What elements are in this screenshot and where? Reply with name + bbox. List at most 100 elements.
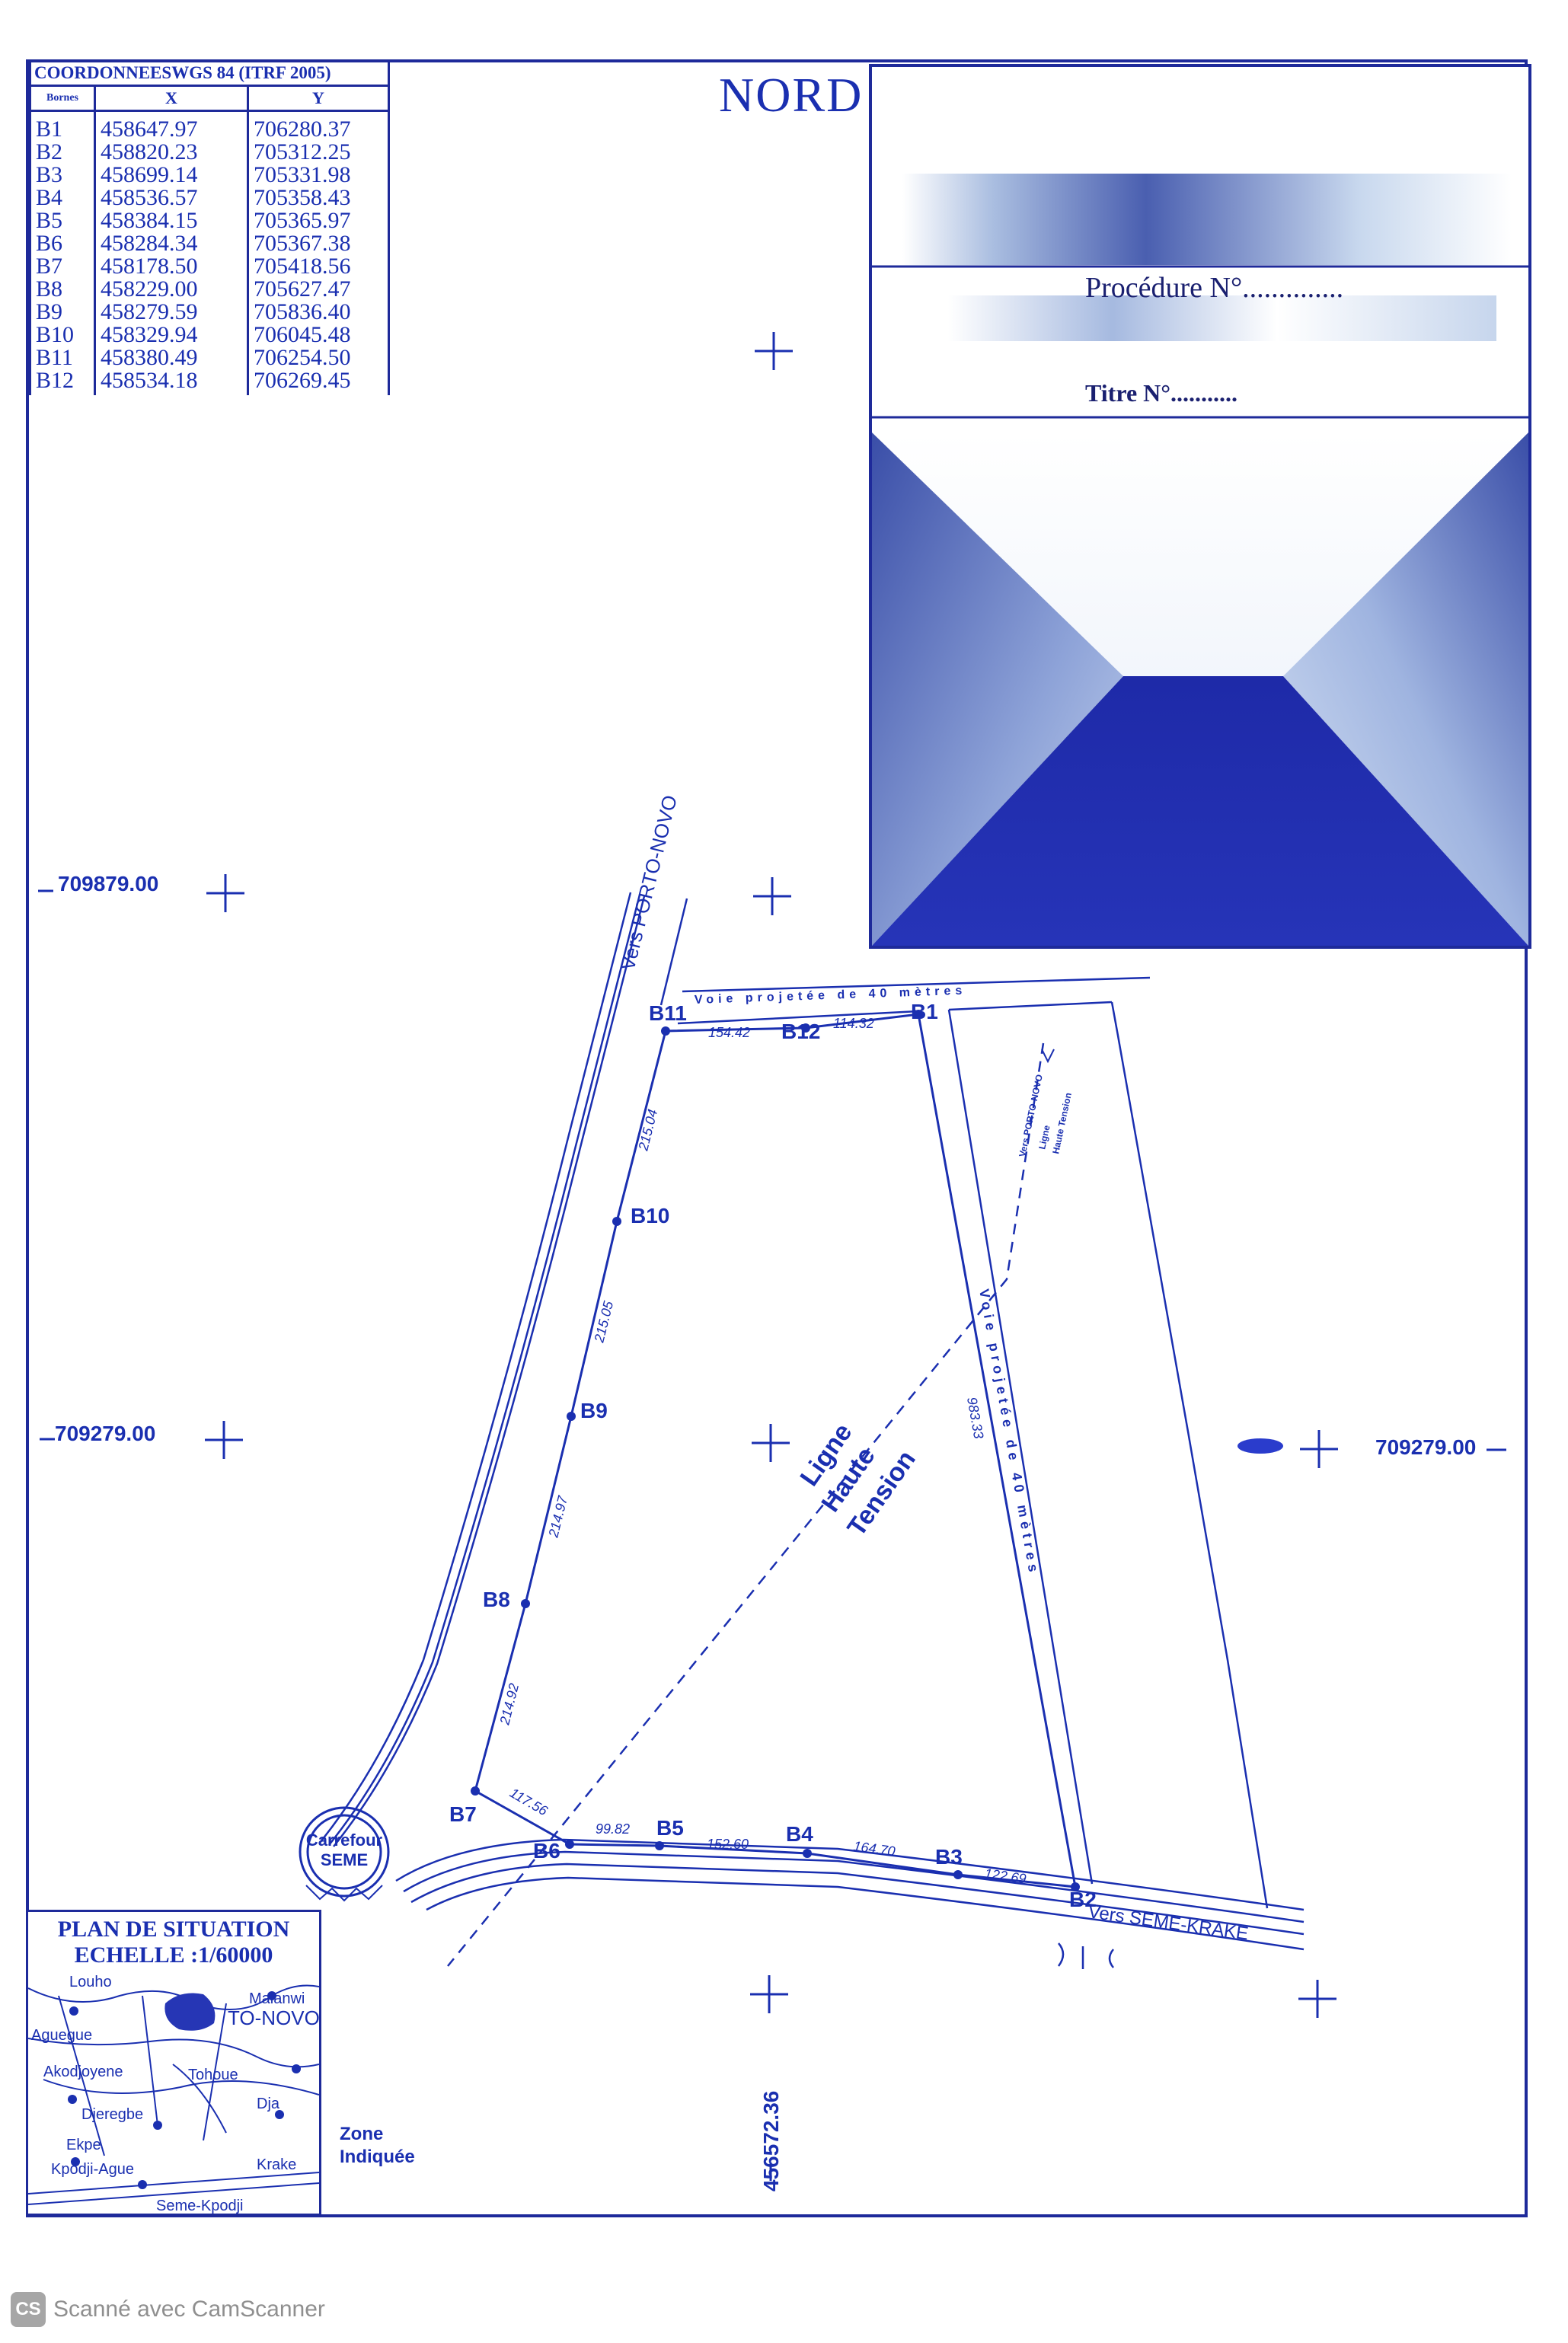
zone-label-line: Zone xyxy=(340,2124,384,2144)
watermark-text: Scanné avec CamScanner xyxy=(53,2297,325,2322)
y-cell: 705358.43 xyxy=(247,187,390,209)
lagoon-shape xyxy=(164,1993,216,2031)
y-cell: 705331.98 xyxy=(247,164,390,187)
x-cell: 458380.49 xyxy=(94,346,249,369)
place-label: Aguegue xyxy=(31,2027,92,2044)
place-label: Dja xyxy=(257,2096,280,2112)
grid-cross xyxy=(753,877,791,915)
y-cell: 705367.38 xyxy=(247,232,390,255)
situation-heading: PLAN DE SITUATION xyxy=(57,1917,290,1942)
x-cell: 458534.18 xyxy=(94,369,249,395)
situation-scale: ECHELLE :1/60000 xyxy=(74,1942,273,1968)
ink-smudge xyxy=(1237,1438,1283,1454)
north-label: NORD xyxy=(719,68,864,122)
column-header: Y xyxy=(247,85,390,112)
table-row: B5 458384.15 705365.97 xyxy=(29,209,390,232)
situation-plan: PLAN DE SITUATION ECHELLE :1/60000 Louho… xyxy=(26,1910,321,2216)
road-voie-right xyxy=(947,1001,1269,1909)
place-label: Louho xyxy=(69,1974,112,1990)
grid-label-y-mid-left: 709279.00 xyxy=(55,1422,155,1445)
borne-point xyxy=(801,1023,810,1033)
grid-cross xyxy=(206,874,244,912)
grid-cross xyxy=(750,1975,788,2013)
borne-cell: B4 xyxy=(29,187,96,209)
place-label: Tohoue xyxy=(188,2067,238,2083)
grid-label-y-mid-right: 709279.00 xyxy=(1375,1435,1476,1459)
x-cell: 458536.57 xyxy=(94,187,249,209)
situation-title: PLAN DE SITUATION ECHELLE :1/60000 xyxy=(28,1917,319,1968)
table-row: B11 458380.49 706254.50 xyxy=(29,346,390,369)
borne-cell: B12 xyxy=(29,369,96,395)
place-label: Seme-Kpodji xyxy=(156,2198,244,2214)
borne-point xyxy=(565,1840,574,1849)
place-label: TO-NOVO xyxy=(228,2006,319,2029)
grid-tick xyxy=(38,889,1506,2181)
borne-point xyxy=(661,1026,670,1036)
borne-label: B5 xyxy=(656,1816,684,1840)
grid-cross xyxy=(752,1424,790,1462)
borne-label: B8 xyxy=(483,1588,510,1611)
grid-label-x-bottom: 456572.36 xyxy=(759,2091,783,2191)
hv-small-label: Ligne xyxy=(1036,1124,1052,1151)
y-cell: 705418.56 xyxy=(247,255,390,278)
borne-point xyxy=(612,1217,621,1226)
grid-cross xyxy=(755,332,793,370)
borne-cell: B2 xyxy=(29,141,96,164)
y-cell: 705627.47 xyxy=(247,278,390,301)
coordinates-table-title: COORDONNEESWGS 84 (ITRF 2005) xyxy=(29,59,390,87)
borne-labels: B1 B2 B3 B4 B5 B6 B7 B8 B9 B10 B11 B12 xyxy=(449,1000,1097,1911)
table-row: B4 458536.57 705358.43 xyxy=(29,187,390,209)
distance-label: 154.42 xyxy=(708,1025,750,1040)
procedure-label: Procédure N°.............. xyxy=(1085,272,1344,304)
table-row: B1 458647.97 706280.37 xyxy=(29,110,390,141)
y-cell: 705836.40 xyxy=(247,301,390,324)
x-cell: 458820.23 xyxy=(94,141,249,164)
borne-label: B1 xyxy=(911,1000,938,1023)
borne-point xyxy=(803,1849,812,1858)
road-seme-krake xyxy=(395,1838,1305,1969)
borne-label: B9 xyxy=(580,1399,608,1422)
map-frame xyxy=(26,59,1528,2217)
place-label: Malanwi xyxy=(249,1990,305,2007)
borne-label: B7 xyxy=(449,1802,477,1826)
redaction-graphic xyxy=(872,67,1528,946)
borne-cell: B11 xyxy=(29,346,96,369)
y-cell: 706254.50 xyxy=(247,346,390,369)
road-porto-novo xyxy=(319,892,688,1847)
grid-labels: 709879.00 709279.00 709279.00 456572.36 xyxy=(55,872,1476,2191)
table-row: B9 458279.59 705836.40 xyxy=(29,301,390,324)
y-cell: 705312.25 xyxy=(247,141,390,164)
borne-label: B11 xyxy=(649,1001,687,1025)
distance-label: 152.60 xyxy=(707,1837,749,1852)
distance-label: 114.32 xyxy=(833,1016,874,1031)
place-label: Krake xyxy=(257,2156,296,2173)
borne-cell: B9 xyxy=(29,301,96,324)
borne-cell: B7 xyxy=(29,255,96,278)
borne-label: B4 xyxy=(786,1822,813,1846)
table-row: B8 458229.00 705627.47 xyxy=(29,278,390,301)
borne-cell: B10 xyxy=(29,324,96,346)
x-cell: 458699.14 xyxy=(94,164,249,187)
x-cell: 458279.59 xyxy=(94,301,249,324)
borne-cell: B3 xyxy=(29,164,96,187)
y-cell: 706280.37 xyxy=(247,110,390,141)
x-cell: 458384.15 xyxy=(94,209,249,232)
road-voie-top xyxy=(677,976,1151,1025)
borne-point xyxy=(1071,1882,1080,1891)
table-row: B2 458820.23 705312.25 xyxy=(29,141,390,164)
column-header: Bornes xyxy=(29,85,96,112)
roundabout-label: Carrefour xyxy=(306,1831,383,1850)
borne-point xyxy=(914,1010,923,1019)
y-cell: 705365.97 xyxy=(247,209,390,232)
borne-cell: B1 xyxy=(29,110,96,141)
situation-map: Louho Malanwi Aguegue TO-NOVO Akodjoyene… xyxy=(28,1974,319,2214)
roundabout-label: SEME xyxy=(321,1850,368,1869)
distance-label: 99.82 xyxy=(596,1821,630,1837)
distance-labels: 154.42 114.32 983.33 122.69 164.70 152.6… xyxy=(497,1016,1027,1887)
x-cell: 458178.50 xyxy=(94,255,249,278)
place-label: Akodjoyene xyxy=(43,2064,123,2080)
hv-arrow-icon xyxy=(1041,1049,1055,1064)
grid-cross xyxy=(205,1421,243,1459)
x-cell: 458229.00 xyxy=(94,278,249,301)
